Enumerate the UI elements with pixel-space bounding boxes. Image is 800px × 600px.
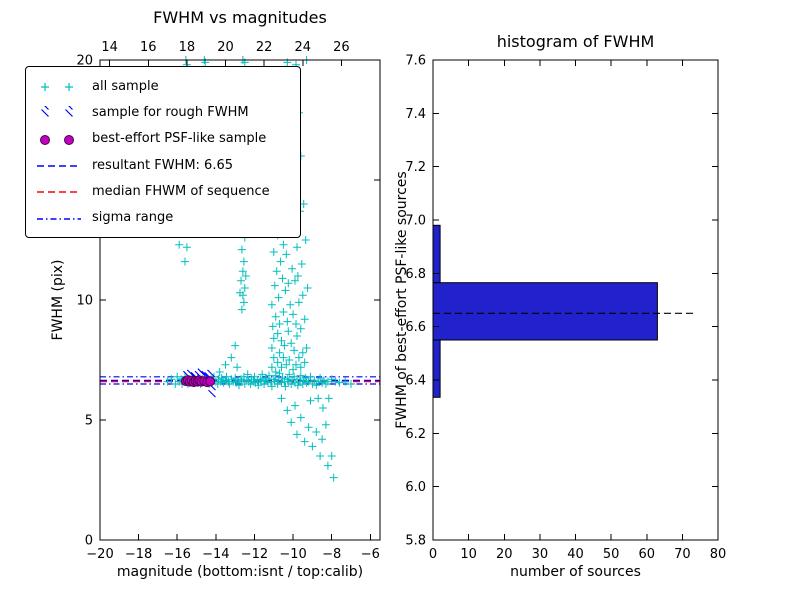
legend-item-resultant-fwhm: resultant FWHM: 6.65: [35, 153, 291, 177]
svg-text:0: 0: [429, 547, 437, 562]
svg-text:7.6: 7.6: [405, 54, 426, 69]
svg-text:−20: −20: [86, 547, 113, 562]
legend-label: best-effort PSF-like sample: [92, 131, 267, 147]
histogram-bar: [432, 282, 658, 341]
svg-text:−18: −18: [125, 547, 152, 562]
svg-text:10: 10: [460, 547, 477, 562]
svg-text:−16: −16: [164, 547, 191, 562]
svg-text:10: 10: [76, 294, 93, 309]
histogram-plot: 0 10 20 30 40 50 60 70 80 5.8 6.0 6.2 6.4 6.6 6.8 7.0 7.…: [405, 54, 726, 563]
dashed-line-icon: [35, 184, 83, 198]
legend-label: sample for rough FWHM: [92, 104, 249, 120]
scatter-ylabel: FWHM (pix): [50, 259, 66, 341]
svg-text:18: 18: [179, 40, 196, 55]
svg-text:−14: −14: [202, 547, 229, 562]
svg-text:16: 16: [140, 40, 157, 55]
svg-text:70: 70: [674, 547, 691, 562]
svg-text:80: 80: [710, 547, 727, 562]
svg-text:0: 0: [85, 534, 93, 549]
legend: all sample sample for rough FWHM best-ef…: [25, 66, 301, 238]
legend-item-rough-fwhm: sample for rough FWHM: [35, 100, 291, 124]
svg-text:40: 40: [567, 547, 584, 562]
svg-text:20: 20: [217, 40, 234, 55]
svg-text:6.4: 6.4: [405, 374, 426, 389]
scatter-xlabel: magnitude (bottom:isnt / top:calib): [116, 564, 364, 580]
svg-text:−6: −6: [361, 547, 380, 562]
svg-text:−10: −10: [279, 547, 306, 562]
svg-text:14: 14: [101, 40, 118, 55]
svg-text:6.2: 6.2: [405, 427, 426, 442]
svg-text:20: 20: [76, 54, 93, 69]
svg-text:7.0: 7.0: [405, 214, 426, 229]
svg-text:7.2: 7.2: [405, 160, 426, 175]
legend-label: all sample: [92, 78, 159, 94]
plus-marker-icon: [35, 79, 83, 93]
legend-item-median-fwhm: median FHWM of sequence: [35, 179, 291, 203]
histogram-ylabel: FWHM of best-effort PSF-like sources: [394, 171, 410, 429]
legend-item-psf-sample: best-effort PSF-like sample: [35, 127, 291, 151]
svg-text:26: 26: [333, 40, 350, 55]
legend-label: resultant FWHM: 6.65: [92, 157, 233, 173]
svg-text:−12: −12: [241, 547, 268, 562]
svg-text:5: 5: [85, 414, 93, 429]
svg-text:20: 20: [496, 547, 513, 562]
dashed-line-icon: [35, 158, 83, 172]
scatter-title: FWHM vs magnitudes: [153, 8, 327, 27]
histogram-bar: [432, 224, 441, 284]
legend-item-all-sample: all sample: [35, 74, 291, 98]
svg-text:5.8: 5.8: [405, 534, 426, 549]
legend-label: median FHWM of sequence: [92, 183, 270, 199]
svg-text:6.8: 6.8: [405, 267, 426, 282]
svg-text:−8: −8: [322, 547, 341, 562]
x-marker-icon: [35, 102, 83, 119]
histogram-bar: [432, 339, 441, 398]
dashdot-line-icon: [35, 211, 83, 225]
svg-text:6.6: 6.6: [405, 320, 426, 335]
scatter-plot: −20 −18 −16 −14 −12 −10 −8 −6 14 16 18 20 22 24 26 0 5 10…: [76, 40, 381, 562]
svg-text:6.0: 6.0: [405, 480, 426, 495]
histogram-title: histogram of FWHM: [496, 32, 655, 51]
legend-label: sigma range: [92, 210, 174, 226]
svg-text:22: 22: [256, 40, 273, 55]
svg-text:24: 24: [294, 40, 311, 55]
svg-text:7.4: 7.4: [405, 107, 426, 122]
psf-sample-points: [180, 375, 216, 388]
legend-item-sigma-range: sigma range: [35, 206, 291, 230]
circle-marker-icon: [35, 132, 83, 146]
svg-text:30: 30: [532, 547, 549, 562]
svg-text:60: 60: [638, 547, 655, 562]
svg-text:50: 50: [603, 547, 620, 562]
histogram-xlabel: number of sources: [510, 564, 641, 580]
